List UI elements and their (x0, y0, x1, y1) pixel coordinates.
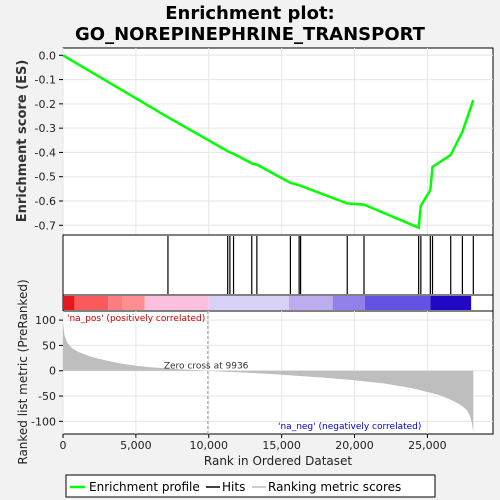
rm-xtick-label: 10,000 (190, 439, 229, 452)
rm-ytick-label: 100 (35, 314, 56, 327)
rm-xtick-label: 0 (60, 439, 67, 452)
neg-correlated-label: 'na_neg' (negatively correlated) (278, 422, 421, 432)
rm-xtick-label: 20,000 (335, 439, 374, 452)
es-ytick-label: -0.4 (35, 146, 56, 159)
pos-correlated-label: 'na_pos' (positively correlated) (67, 314, 205, 324)
zero-cross-label: Zero cross at 9936 (164, 362, 249, 372)
rm-xtick-label: 15,000 (262, 439, 301, 452)
ranked-metric-area (63, 322, 474, 433)
color-bar-segment (430, 296, 472, 310)
es-panel (62, 47, 494, 236)
color-bar-segment (108, 296, 123, 310)
es-ytick-label: 0.0 (39, 49, 57, 62)
es-ytick-label: -0.5 (35, 171, 56, 184)
color-bar-segment (122, 296, 145, 310)
color-bar-segment (364, 296, 431, 310)
color-bar-segment (288, 296, 333, 310)
rm-xlabel: Rank in Ordered Dataset (204, 454, 352, 468)
rm-xtick-label: 25,000 (408, 439, 447, 452)
legend-enrichment-profile-label: Enrichment profile (89, 480, 200, 494)
legend-hits-label: Hits (222, 480, 245, 494)
legend-box (65, 474, 436, 498)
rm-ytick-label: -100 (31, 415, 56, 428)
color-bar-segment (63, 296, 75, 310)
es-ylabel: Enrichment score (ES) (15, 60, 30, 223)
rm-xtick-label: 5,000 (120, 439, 152, 452)
plot-title-line2: GO_NOREPINEPHRINE_TRANSPORT (75, 24, 426, 45)
hits-panel (62, 234, 494, 296)
color-bar-segment (208, 296, 289, 310)
color-bar-segment (144, 296, 209, 310)
es-ytick-label: -0.7 (35, 219, 56, 232)
es-ytick-label: -0.6 (35, 195, 56, 208)
legend-ranking-metric-label: Ranking metric scores (268, 480, 401, 494)
rm-ytick-label: 50 (42, 339, 56, 352)
color-bar-segment (74, 296, 109, 310)
rm-ytick-label: 0 (49, 365, 56, 378)
rm-ylabel: Ranked list metric (PreRanked) (16, 279, 30, 464)
rm-ytick-label: -50 (38, 390, 56, 403)
es-ytick-label: -0.3 (35, 122, 56, 135)
es-ytick-label: -0.2 (35, 98, 56, 111)
color-bar-segment (332, 296, 365, 310)
es-ytick-label: -0.1 (35, 74, 56, 87)
enrichment-profile-line (62, 54, 475, 230)
plot-title-line1: Enrichment plot: (165, 3, 335, 24)
